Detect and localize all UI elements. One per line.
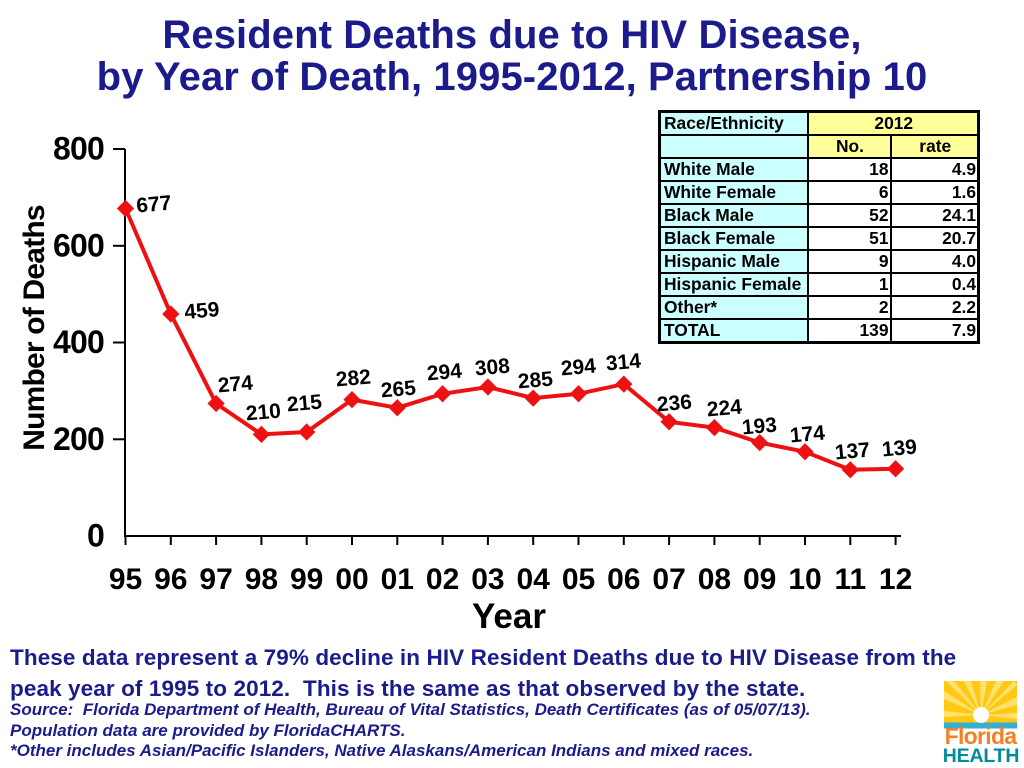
svg-text:459: 459 <box>183 298 220 324</box>
svg-text:09: 09 <box>743 563 776 596</box>
svg-text:Number of Deaths: Number of Deaths <box>18 205 51 451</box>
svg-text:215: 215 <box>286 391 323 417</box>
svg-text:0: 0 <box>87 518 104 554</box>
svg-text:265: 265 <box>380 377 417 403</box>
svg-text:Year: Year <box>472 597 546 636</box>
svg-text:274: 274 <box>217 372 254 398</box>
svg-text:282: 282 <box>335 366 372 392</box>
svg-text:236: 236 <box>656 391 693 417</box>
svg-text:210: 210 <box>245 400 282 426</box>
svg-text:294: 294 <box>426 360 463 386</box>
svg-text:05: 05 <box>562 563 595 596</box>
svg-text:800: 800 <box>53 131 104 167</box>
svg-text:400: 400 <box>53 324 104 360</box>
svg-text:01: 01 <box>381 563 414 596</box>
svg-text:97: 97 <box>199 563 232 596</box>
svg-text:139: 139 <box>881 436 918 462</box>
svg-text:10: 10 <box>788 563 821 596</box>
svg-text:314: 314 <box>605 350 642 376</box>
svg-text:02: 02 <box>426 563 459 596</box>
svg-text:137: 137 <box>834 439 871 465</box>
svg-text:11: 11 <box>834 563 866 596</box>
svg-text:12: 12 <box>879 563 912 596</box>
svg-text:285: 285 <box>517 368 554 394</box>
svg-text:07: 07 <box>652 563 685 596</box>
svg-text:224: 224 <box>706 396 743 422</box>
svg-text:04: 04 <box>517 563 551 596</box>
svg-text:03: 03 <box>471 563 504 596</box>
svg-text:294: 294 <box>560 355 597 381</box>
svg-text:200: 200 <box>53 421 104 457</box>
svg-text:600: 600 <box>53 227 104 263</box>
svg-text:95: 95 <box>109 563 142 596</box>
svg-text:08: 08 <box>698 563 731 596</box>
svg-text:HEALTH: HEALTH <box>944 745 1019 765</box>
svg-text:308: 308 <box>474 355 511 381</box>
svg-text:00: 00 <box>335 563 368 596</box>
svg-text:99: 99 <box>290 563 323 596</box>
svg-text:677: 677 <box>135 192 172 218</box>
svg-text:174: 174 <box>789 422 826 448</box>
svg-text:98: 98 <box>245 563 278 596</box>
svg-text:Florida: Florida <box>945 723 1018 749</box>
svg-text:96: 96 <box>154 563 187 596</box>
svg-text:06: 06 <box>607 563 640 596</box>
svg-text:193: 193 <box>741 414 778 440</box>
